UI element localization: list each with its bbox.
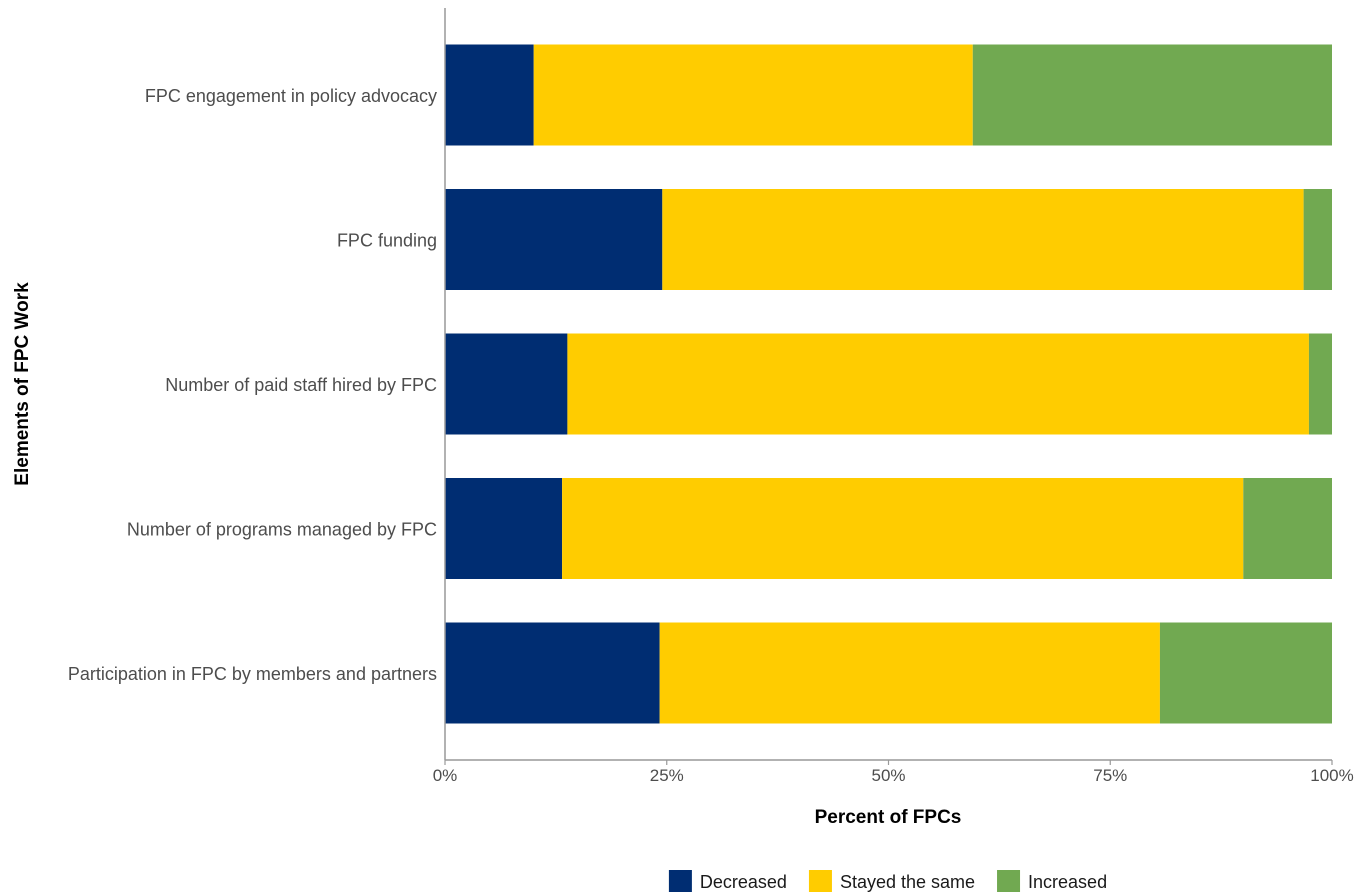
legend-swatch-decreased <box>668 870 692 892</box>
y-axis-title: Elements of FPC Work <box>12 282 33 486</box>
category-labels: FPC engagement in policy advocacy FPC fun… <box>68 86 437 684</box>
x-tick-label: 50% <box>871 766 905 785</box>
x-axis-ticks: 0% 25% 50% 75% 100% <box>433 760 1354 785</box>
legend-item-stayed-the-same: Stayed the same <box>808 870 975 892</box>
category-label-number-of-programs-managed-by-fpc: Number of programs managed by FPC <box>127 520 437 540</box>
category-label-fpc-engagement-in-policy-advocacy: FPC engagement in policy advocacy <box>145 86 437 106</box>
legend-item-increased: Increased <box>997 870 1107 892</box>
legend: Decreased Stayed the same Increased <box>668 870 1107 892</box>
bars-group <box>445 44 1332 724</box>
bar-stayed-the-same-number-of-programs-managed-by-fpc <box>562 478 1244 579</box>
bar-increased-participation-in-fpc-by-members-and-partners <box>1159 622 1332 724</box>
bar-decreased-participation-in-fpc-by-members-and-partners <box>445 622 660 724</box>
bar-stayed-the-same-fpc-funding <box>662 189 1304 290</box>
x-axis-title: Percent of FPCs <box>815 807 962 828</box>
bar-decreased-fpc-funding <box>445 189 663 290</box>
category-label-fpc-funding: FPC funding <box>337 231 437 251</box>
legend-label-increased: Increased <box>1028 872 1107 892</box>
bar-decreased-number-of-paid-staff-hired-by-fpc <box>445 333 568 435</box>
x-tick-label: 100% <box>1310 766 1353 785</box>
bar-stayed-the-same-fpc-engagement-in-policy-advocacy <box>533 44 973 146</box>
bar-decreased-number-of-programs-managed-by-fpc <box>445 478 563 579</box>
legend-label-stayed-the-same: Stayed the same <box>840 872 975 892</box>
bar-decreased-fpc-engagement-in-policy-advocacy <box>445 44 534 146</box>
category-label-number-of-paid-staff-hired-by-fpc: Number of paid staff hired by FPC <box>165 375 437 395</box>
legend-swatch-stayed-the-same <box>808 870 832 892</box>
category-label-participation-in-fpc-by-members-and-partners: Participation in FPC by members and part… <box>68 664 437 684</box>
bar-increased-fpc-funding <box>1303 189 1332 290</box>
bar-stayed-the-same-number-of-paid-staff-hired-by-fpc <box>567 333 1309 435</box>
bar-stayed-the-same-participation-in-fpc-by-members-and-partners <box>659 622 1160 724</box>
x-tick-label: 75% <box>1093 766 1127 785</box>
x-tick-label: 25% <box>650 766 684 785</box>
legend-item-decreased: Decreased <box>668 870 787 892</box>
legend-label-decreased: Decreased <box>700 872 787 892</box>
bar-increased-number-of-paid-staff-hired-by-fpc <box>1308 333 1332 435</box>
x-tick-label: 0% <box>433 766 458 785</box>
bar-increased-fpc-engagement-in-policy-advocacy <box>972 44 1332 146</box>
bar-increased-number-of-programs-managed-by-fpc <box>1243 478 1332 579</box>
legend-swatch-increased <box>997 870 1021 892</box>
